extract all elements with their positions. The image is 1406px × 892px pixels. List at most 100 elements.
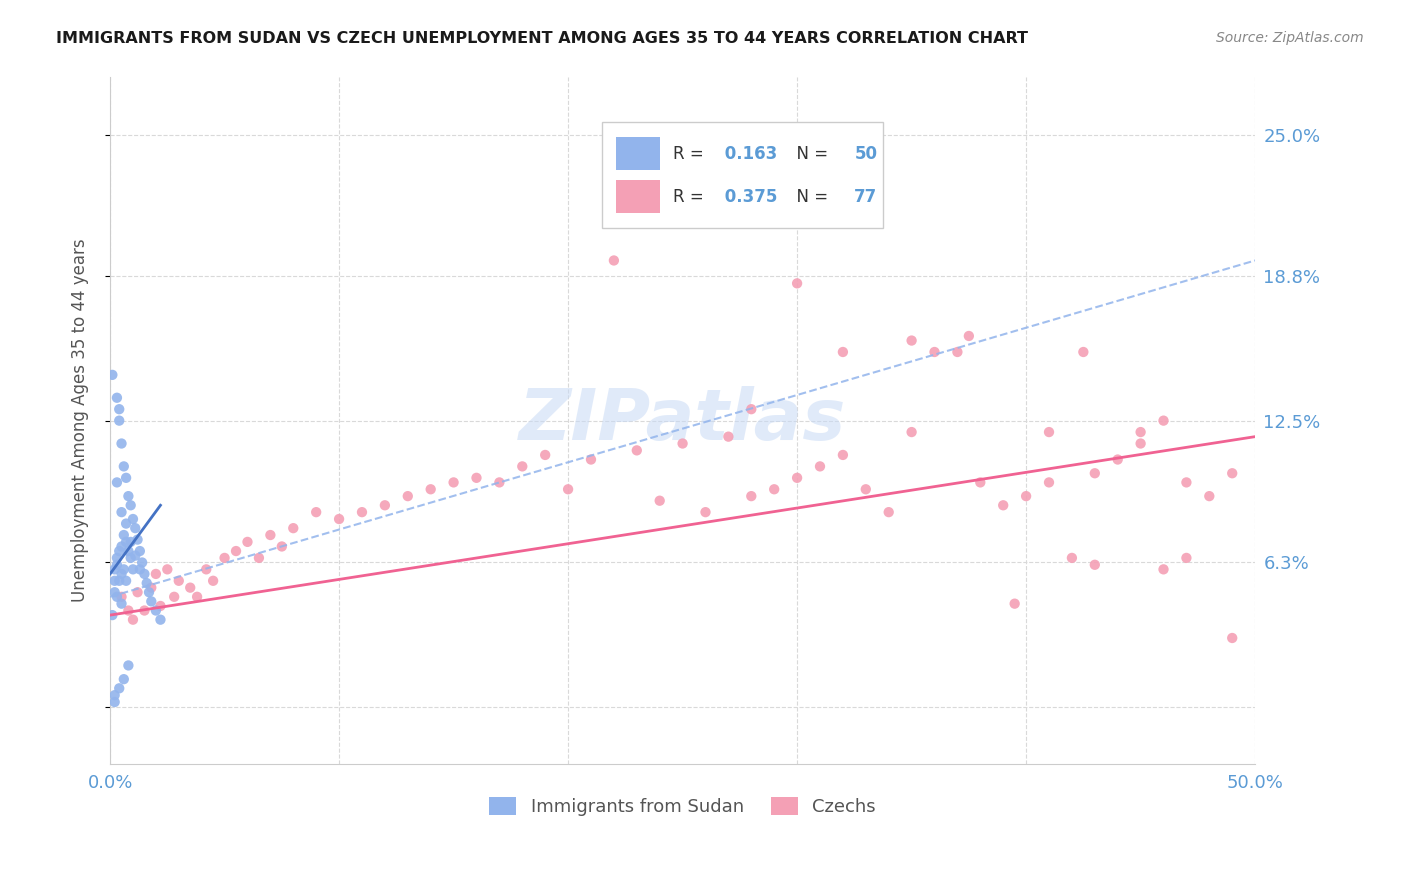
Point bbox=[186, 590, 208, 604]
Point bbox=[328, 512, 350, 526]
Point bbox=[128, 562, 150, 576]
Point bbox=[110, 436, 132, 450]
Point bbox=[648, 493, 671, 508]
Legend: Immigrants from Sudan, Czechs: Immigrants from Sudan, Czechs bbox=[482, 789, 883, 823]
Point bbox=[105, 550, 128, 565]
Point bbox=[163, 590, 186, 604]
Y-axis label: Unemployment Among Ages 35 to 44 years: Unemployment Among Ages 35 to 44 years bbox=[72, 239, 89, 602]
Point bbox=[108, 544, 131, 558]
Point bbox=[108, 681, 131, 696]
Point bbox=[579, 452, 602, 467]
Bar bbox=[616, 137, 659, 170]
Point bbox=[832, 448, 855, 462]
Text: 77: 77 bbox=[855, 188, 877, 206]
Point bbox=[259, 528, 281, 542]
Point bbox=[127, 533, 149, 547]
Text: N =: N = bbox=[786, 188, 832, 206]
Point bbox=[1220, 467, 1243, 481]
Point bbox=[1198, 489, 1220, 503]
Point bbox=[1038, 475, 1060, 490]
Point bbox=[127, 585, 149, 599]
Point bbox=[105, 475, 128, 490]
Point bbox=[117, 658, 139, 673]
Point bbox=[134, 566, 156, 581]
Point bbox=[104, 574, 127, 588]
Point bbox=[350, 505, 373, 519]
Point bbox=[1073, 345, 1095, 359]
Text: R =: R = bbox=[673, 145, 710, 162]
Point bbox=[957, 329, 980, 343]
Point bbox=[283, 521, 305, 535]
Point bbox=[396, 489, 419, 503]
Point bbox=[149, 599, 172, 613]
Point bbox=[104, 695, 127, 709]
Point bbox=[1129, 425, 1152, 439]
Point bbox=[124, 521, 146, 535]
Point bbox=[786, 277, 808, 291]
Point bbox=[443, 475, 465, 490]
Point bbox=[832, 345, 855, 359]
Point bbox=[105, 391, 128, 405]
Point bbox=[247, 550, 270, 565]
Point bbox=[117, 544, 139, 558]
Text: Source: ZipAtlas.com: Source: ZipAtlas.com bbox=[1216, 31, 1364, 45]
Point bbox=[145, 603, 167, 617]
Point bbox=[134, 603, 156, 617]
Point bbox=[108, 414, 131, 428]
Point bbox=[419, 483, 441, 497]
Point bbox=[110, 540, 132, 554]
Point bbox=[141, 581, 163, 595]
Point bbox=[202, 574, 225, 588]
Text: 0.163: 0.163 bbox=[720, 145, 778, 162]
Text: 0.375: 0.375 bbox=[720, 188, 778, 206]
Point bbox=[108, 574, 131, 588]
Point bbox=[156, 562, 179, 576]
Point bbox=[465, 471, 488, 485]
Point bbox=[557, 483, 579, 497]
Point bbox=[488, 475, 510, 490]
Point bbox=[105, 558, 128, 572]
Point bbox=[115, 471, 138, 485]
Point bbox=[969, 475, 991, 490]
Point bbox=[1175, 550, 1198, 565]
Point bbox=[534, 448, 557, 462]
Point bbox=[110, 505, 132, 519]
Point bbox=[138, 585, 160, 599]
Point bbox=[120, 498, 142, 512]
Point bbox=[145, 566, 167, 581]
Point bbox=[993, 498, 1015, 512]
Point bbox=[626, 443, 648, 458]
Point bbox=[120, 550, 142, 565]
Point bbox=[112, 459, 135, 474]
Point bbox=[131, 556, 153, 570]
Point bbox=[1084, 558, 1107, 572]
Point bbox=[122, 512, 145, 526]
Point bbox=[112, 528, 135, 542]
Point bbox=[122, 562, 145, 576]
Point bbox=[110, 590, 132, 604]
Point bbox=[104, 562, 127, 576]
Point bbox=[149, 613, 172, 627]
Point bbox=[115, 516, 138, 531]
Point bbox=[112, 562, 135, 576]
Point bbox=[1153, 562, 1175, 576]
Point bbox=[179, 581, 201, 595]
Point bbox=[855, 483, 877, 497]
Point bbox=[101, 608, 124, 623]
Point bbox=[1060, 550, 1083, 565]
Point bbox=[1175, 475, 1198, 490]
Text: 50: 50 bbox=[855, 145, 877, 162]
Point bbox=[1004, 597, 1026, 611]
Point bbox=[105, 590, 128, 604]
Point bbox=[924, 345, 946, 359]
Text: IMMIGRANTS FROM SUDAN VS CZECH UNEMPLOYMENT AMONG AGES 35 TO 44 YEARS CORRELATIO: IMMIGRANTS FROM SUDAN VS CZECH UNEMPLOYM… bbox=[56, 31, 1028, 46]
Point bbox=[671, 436, 693, 450]
Point bbox=[1084, 467, 1107, 481]
Point bbox=[128, 544, 150, 558]
Point bbox=[740, 489, 762, 503]
Point bbox=[135, 576, 157, 591]
Point bbox=[1129, 436, 1152, 450]
Point bbox=[808, 459, 831, 474]
Point bbox=[117, 489, 139, 503]
Point bbox=[900, 334, 922, 348]
